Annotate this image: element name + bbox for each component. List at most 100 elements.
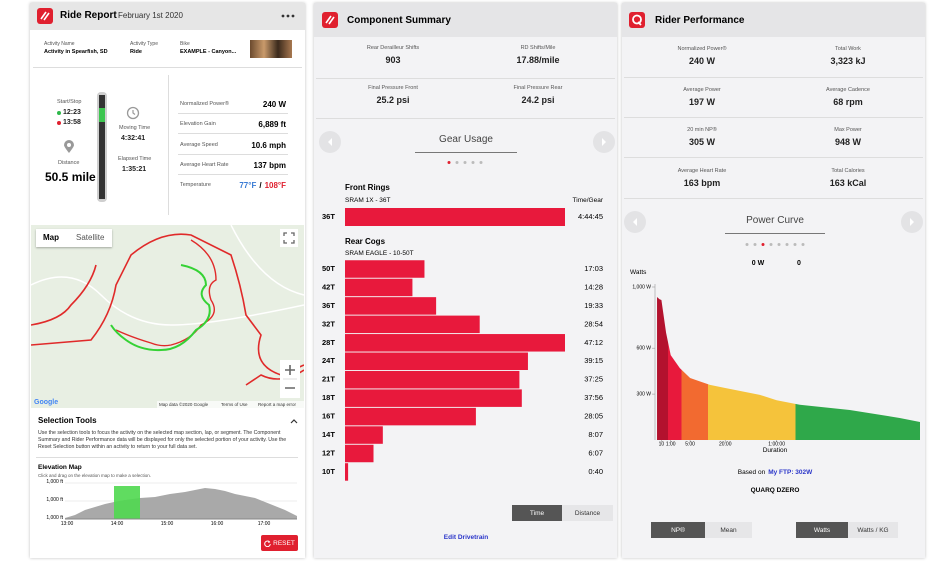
unit-button[interactable]: Watts / KG (848, 522, 898, 538)
divider (624, 77, 923, 78)
stat-label: Average Heart Rate (677, 167, 727, 174)
group-subtitle: SRAM 1X - 36T (345, 197, 391, 204)
temperature-label: Temperature (180, 182, 211, 188)
bar-value-label: 39:15 (584, 356, 603, 365)
fullscreen-button[interactable] (280, 229, 298, 247)
map-terms[interactable]: Terms of Use (221, 402, 248, 407)
panel-title: Ride Report (60, 10, 117, 21)
clock-icon (126, 106, 140, 120)
activity-name-label: Activity Name (44, 41, 75, 47)
title-underline (725, 233, 825, 234)
map-tab[interactable]: Satellite (76, 233, 105, 242)
toggle-button[interactable]: Time (512, 505, 562, 521)
activity-name: Activity in Spearfish, SD (44, 49, 108, 55)
x-axis-label: Duration (762, 447, 788, 454)
bike-photo (250, 40, 292, 58)
timeline-bar (99, 95, 105, 199)
activity-type: Ride (130, 49, 142, 55)
ride-date: February 1st 2020 (118, 11, 183, 20)
bar-value-label: 4:44:45 (578, 212, 603, 221)
divider (316, 78, 615, 79)
stat-value: 197 W (688, 96, 716, 107)
prev-button[interactable] (624, 211, 646, 233)
bar-category: 50T (322, 264, 335, 273)
unit-button[interactable]: Watts (796, 522, 848, 538)
edit-link[interactable]: Edit Drivetrain (443, 534, 489, 541)
mode-button[interactable]: NP® (651, 522, 705, 538)
carousel-dots[interactable] (744, 242, 808, 247)
bar-value-label: 28:05 (584, 412, 603, 421)
panel-title: Rider Performance (655, 15, 745, 26)
power-curve-area (657, 296, 920, 440)
bike-label: Bike (180, 41, 190, 47)
elevation-x-label: 17:00 (257, 521, 271, 527)
group-title: Front Rings (345, 183, 390, 192)
zoom-controls[interactable] (280, 360, 300, 398)
bar-value-label: 14:28 (584, 282, 603, 291)
start-time: 12:23 (63, 109, 81, 116)
toggle-button[interactable]: Distance (562, 505, 613, 521)
divider (178, 153, 288, 155)
map-report[interactable]: Report a map error (258, 402, 297, 407)
x-tick-label: 1:00:00 (768, 441, 785, 447)
elevation-chart[interactable] (65, 482, 297, 520)
logo-icon (629, 12, 645, 28)
stat-value: 240 W (262, 100, 286, 109)
stat-label: 20 min NP® (687, 127, 717, 133)
stat-value: 3,323 kJ (830, 56, 866, 66)
attribution-bar (157, 401, 304, 408)
stat-label: Average Speed (180, 141, 218, 148)
divider (33, 67, 302, 68)
y-tick-label: 1,000 W (632, 284, 651, 290)
column-label: Time/Gear (572, 197, 603, 204)
group-subtitle: SRAM EAGLE - 10-50T (345, 250, 414, 257)
elevation-title: Elevation Map (38, 464, 82, 471)
ftp-link[interactable]: My FTP: 302W (768, 469, 813, 476)
elevation-y-label: 1,000 ft (46, 515, 63, 521)
stat-value: 24.2 psi (521, 95, 555, 105)
y-axis-label: Watts (630, 269, 647, 276)
bar-value-label: 8:07 (588, 430, 603, 439)
bar-value-label: 37:25 (584, 375, 603, 384)
bike-name: EXAMPLE - Canyon... (180, 49, 237, 55)
bar-category: 42T (322, 282, 335, 291)
temperature-separator: / (259, 181, 262, 190)
bar (345, 407, 476, 426)
next-button[interactable] (901, 211, 923, 233)
stat-value: 240 W (688, 56, 716, 66)
bar (345, 389, 522, 407)
next-button[interactable] (593, 131, 615, 153)
bar-value-label: 17:03 (584, 264, 603, 273)
stat-label: Total Work (835, 46, 861, 52)
bar (345, 426, 383, 444)
menu-icon[interactable] (281, 14, 295, 18)
reset-button[interactable]: RESET (261, 535, 298, 551)
logo-icon (37, 8, 53, 24)
reset-icon (264, 540, 271, 547)
x-tick-label: 1:00 (666, 441, 676, 447)
map-logo: Google (34, 399, 59, 406)
y-tick-label: 600 W (637, 346, 652, 352)
map-tab[interactable]: Map (43, 233, 59, 242)
elevation-y-label: 1,000 ft (46, 497, 63, 503)
bar-value-label: 47:12 (584, 338, 603, 347)
mode-button[interactable]: Mean (705, 522, 752, 538)
distance-label: Distance (58, 160, 80, 166)
stat-label: Normalized Power® (677, 46, 727, 52)
prev-button[interactable] (319, 131, 341, 153)
elevation-x-label: 13:00 (60, 521, 74, 527)
divider (624, 198, 923, 199)
stat-label: Average Power (683, 86, 721, 93)
divider (178, 173, 288, 175)
collapse-icon[interactable] (290, 418, 298, 424)
moving-time-label: Moving Time (119, 125, 151, 131)
title-underline (415, 152, 517, 153)
stat-value: 17.88/mile (516, 55, 560, 65)
x-tick-label: 20:00 (719, 441, 732, 447)
stat-label: Final Pressure Rear (513, 85, 563, 91)
distance: 50.5 mile (45, 170, 96, 184)
stat-label: Average Heart Rate (180, 161, 229, 168)
carousel-dots[interactable] (446, 160, 486, 165)
